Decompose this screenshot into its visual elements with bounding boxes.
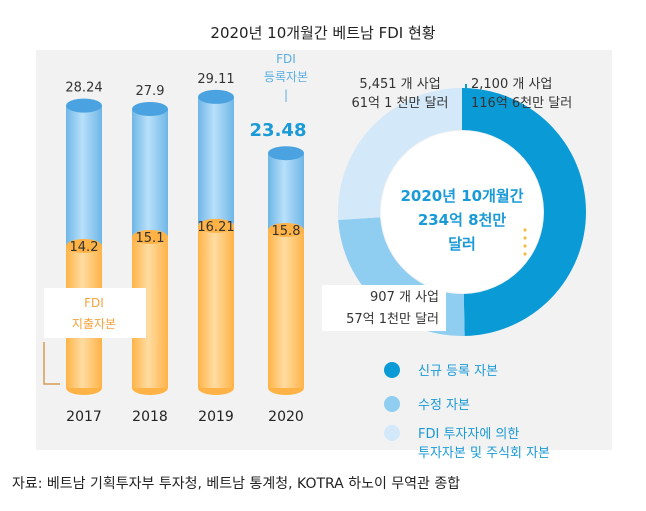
value-label-disbursed-2019: 16.21 xyxy=(197,220,234,235)
disbursed-label-line1: FDI xyxy=(84,296,104,310)
bar-disbursed-2018-top xyxy=(132,230,168,244)
annotation-new-line2: 116억 6천만 달러 xyxy=(471,96,572,111)
value-label-registered-2017: 28.24 xyxy=(65,81,102,96)
registered-label-line2: 등록자본 xyxy=(264,70,308,84)
bar-registered-2017-body xyxy=(66,105,102,246)
annotation-equity-line2: 61억 1 천만 달러 xyxy=(351,96,448,111)
value-label-disbursed-2017: 14.2 xyxy=(70,240,99,255)
bar-disbursed-2020 xyxy=(268,223,304,395)
bar-registered-2017-top xyxy=(66,98,102,113)
legend-label-3-line1: FDI 투자자에 의한 xyxy=(418,427,519,442)
donut-center-line1: 2020년 10개월간 xyxy=(400,187,523,205)
center-dot-1 xyxy=(523,236,527,240)
x-tick-2019: 2019 xyxy=(198,409,234,425)
annotation-new-line1: 2,100 개 사업 xyxy=(471,77,552,92)
value-label-registered-2020: 23.48 xyxy=(250,120,307,141)
registered-label-line1: FDI xyxy=(276,52,296,66)
bar-registered-2017 xyxy=(66,98,102,253)
disbursed-label-line2: 지출자본 xyxy=(72,317,116,331)
bar-disbursed-2020-body xyxy=(268,230,304,388)
bar-disbursed-2019 xyxy=(198,218,234,395)
bar-registered-2019-body xyxy=(198,96,234,226)
x-tick-2017: 2017 xyxy=(66,409,102,425)
donut-slice-1 xyxy=(462,88,586,336)
bar-registered-2018-top xyxy=(132,102,168,116)
bar-registered-2019 xyxy=(198,89,234,233)
legend-swatch-1 xyxy=(384,362,400,378)
x-tick-2018: 2018 xyxy=(132,409,168,425)
value-label-disbursed-2018: 15.1 xyxy=(136,231,165,246)
donut-slice-3 xyxy=(338,88,462,220)
source-note: 자료: 베트남 기획투자부 투자청, 베트남 통계청, KOTRA 하노이 무역… xyxy=(12,476,461,492)
registered-label-line3: | xyxy=(284,88,288,102)
value-label-disbursed-2020: 15.8 xyxy=(272,224,301,239)
bar-disbursed-2017-top xyxy=(66,239,102,253)
donut-hole xyxy=(381,131,543,293)
bar-registered-2020-top xyxy=(268,146,304,161)
legend-label-2-line1: 수정 자본 xyxy=(418,398,470,413)
annotation-adjusted-box xyxy=(322,285,446,331)
legend-label-1-line1: 신규 등록 자본 xyxy=(418,364,498,379)
value-label-registered-2019: 29.11 xyxy=(197,72,234,87)
x-tick-2020: 2020 xyxy=(268,409,304,425)
disbursed-label-box xyxy=(44,288,146,338)
annotation-adjusted-line1: 907 개 사업 xyxy=(370,290,439,305)
legend-swatch-3 xyxy=(384,425,400,441)
bar-disbursed-2019-body xyxy=(198,225,234,388)
bar-registered-2018-body xyxy=(132,109,168,237)
legend-swatch-2 xyxy=(384,396,400,412)
disbursed-label: FDI 지출자본 xyxy=(43,288,146,385)
bar-disbursed-2019-top xyxy=(198,218,234,233)
bar-registered-2019-top xyxy=(198,89,234,104)
donut-center-line3: 달러 xyxy=(448,235,476,253)
disbursed-label-bracket xyxy=(43,342,60,385)
center-dot-2 xyxy=(523,244,527,248)
bar-registered-2018 xyxy=(132,102,168,244)
bar-registered-2020-body xyxy=(268,153,304,230)
donut-center-line2: 234억 8천만 xyxy=(418,211,507,229)
center-dot-3 xyxy=(523,252,527,256)
annotation-adjusted-line2: 57억 1천만 달러 xyxy=(346,312,439,327)
value-label-registered-2018: 27.9 xyxy=(136,84,165,99)
page-title: 2020년 10개월간 베트남 FDI 현황 xyxy=(210,24,436,42)
legend-label-3-line2: 투자자본 및 주식회 자본 xyxy=(418,446,550,461)
center-dot-0 xyxy=(523,228,527,232)
annotation-equity-line1: 5,451 개 사업 xyxy=(359,77,440,92)
bar-disbursed-2020-top xyxy=(268,223,304,237)
